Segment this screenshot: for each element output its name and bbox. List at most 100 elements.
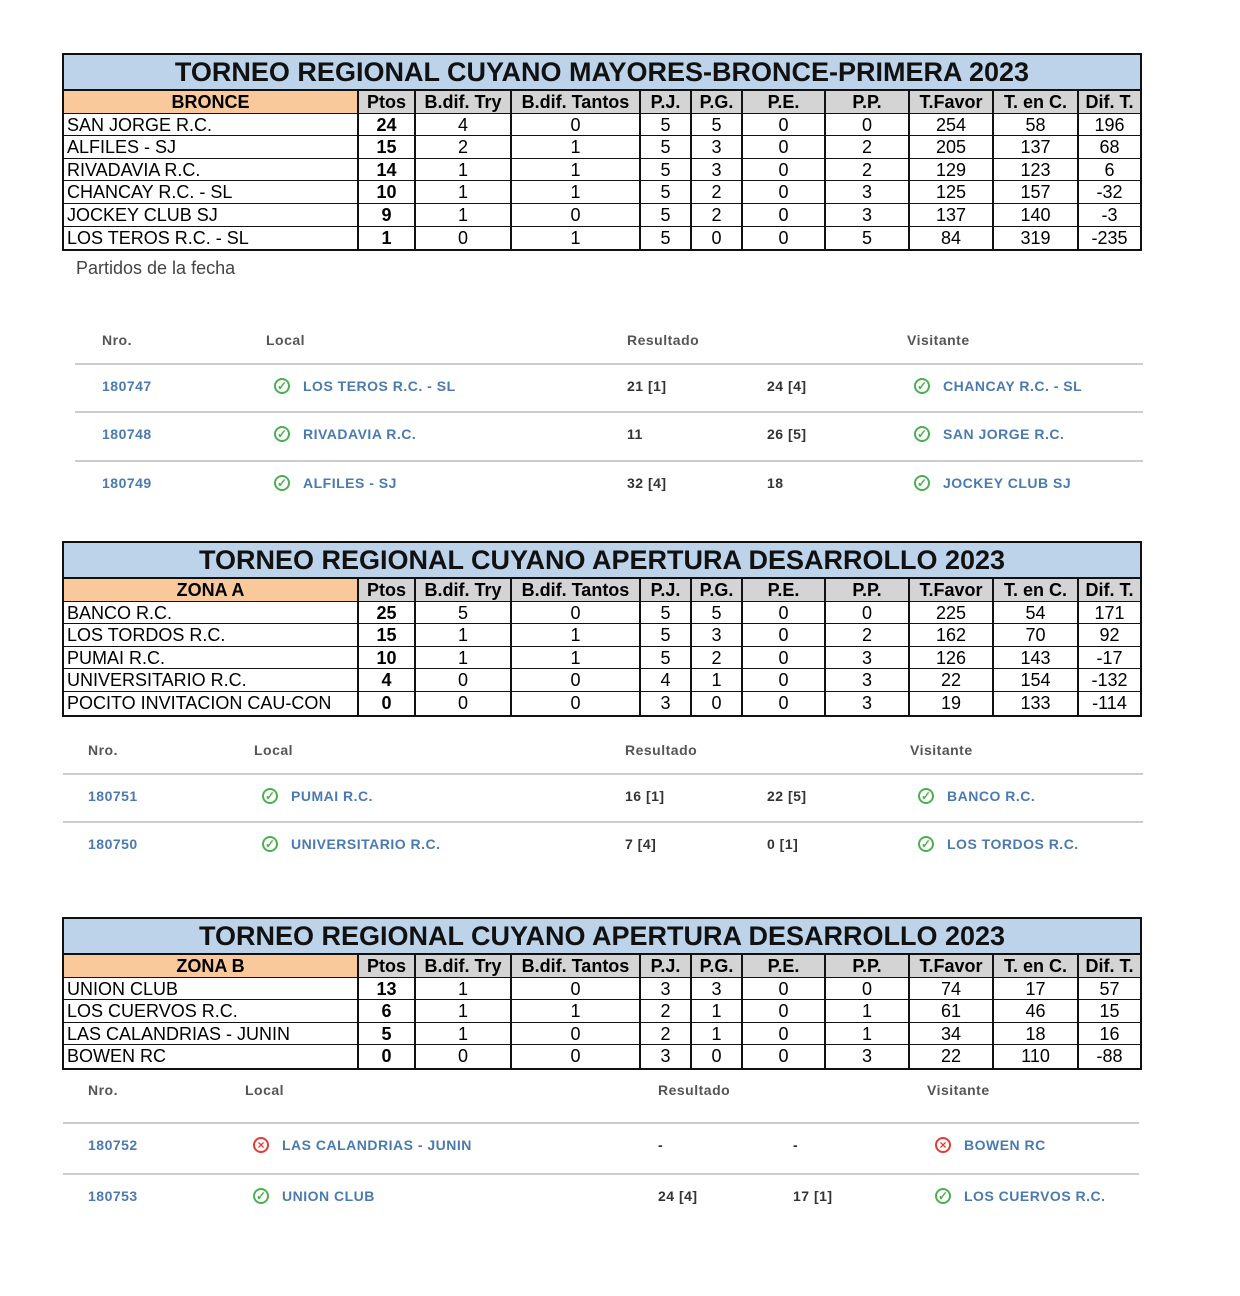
table-title: TORNEO REGIONAL CUYANO APERTURA DESARROL… <box>64 919 1140 955</box>
match-number-link[interactable]: 180747 <box>102 378 152 394</box>
stat-cell: 2 <box>826 136 910 158</box>
divider <box>63 821 1143 823</box>
stat-cell: 5 <box>641 113 692 136</box>
match-number-link[interactable]: 180753 <box>88 1188 138 1204</box>
stat-cell: 13 <box>359 977 416 1000</box>
stat-cell: 0 <box>743 691 826 715</box>
match-number-link[interactable]: 180749 <box>102 475 152 491</box>
team-name: BANCO R.C. <box>64 601 359 624</box>
check-circle-icon: ✓ <box>918 788 934 804</box>
stat-cell: 3 <box>692 136 743 158</box>
table-row: POCITO INVITACION CAU-CON 0 0 0 3 0 0 3 19 133 -11… <box>64 691 1140 715</box>
stat-cell: 5 <box>641 158 692 181</box>
stat-cell: 16 <box>1099 1023 1120 1044</box>
stat-cell: 0 <box>512 601 641 624</box>
match-number-link[interactable]: 180752 <box>88 1137 138 1153</box>
stat-cell: 154 <box>994 669 1079 691</box>
local-team-link[interactable]: RIVADAVIA R.C. <box>303 426 417 442</box>
stat-cell: 92 <box>1099 625 1120 646</box>
visitor-team-link[interactable]: LOS CUERVOS R.C. <box>964 1188 1106 1204</box>
stat-cell: 125 <box>910 181 994 203</box>
stat-cell: 0 <box>512 691 641 715</box>
check-circle-icon: ✓ <box>914 475 930 491</box>
visitor-team-link[interactable]: CHANCAY R.C. - SL <box>943 378 1083 394</box>
stat-cell: 0 <box>359 1045 416 1068</box>
stat-cell: 133 <box>994 691 1079 715</box>
stat-cell: 0 <box>743 646 826 669</box>
stat-cell: 1 <box>416 1022 512 1045</box>
stat-cell: 3 <box>826 646 910 669</box>
check-circle-icon: ✓ <box>935 1188 951 1204</box>
stat-cell: 0 <box>743 601 826 624</box>
stat-cell: 19 <box>910 691 994 715</box>
stat-cell: 1 <box>512 646 641 669</box>
stat-cell: 2 <box>416 136 512 158</box>
stat-cell: -132 <box>1091 670 1128 691</box>
match-number-link[interactable]: 180750 <box>88 836 138 852</box>
visitor-team-link[interactable]: LOS TORDOS R.C. <box>947 836 1079 852</box>
local-team-link[interactable]: UNIVERSITARIO R.C. <box>291 836 441 852</box>
col-visitor-header: Visitante <box>927 1082 990 1098</box>
group-label: ZONA B <box>64 955 359 977</box>
col-nro-header: Nro. <box>102 332 132 348</box>
local-team-link[interactable]: LOS TEROS R.C. - SL <box>303 378 456 394</box>
column-header: P.G. <box>692 91 743 113</box>
column-header: T.Favor <box>910 579 994 601</box>
stat-cell: 17 <box>994 977 1079 1000</box>
table-row: BANCO R.C. 25 5 0 5 5 0 0 225 54 171 <box>64 601 1140 625</box>
col-local-header: Local <box>254 742 294 758</box>
stat-cell: 0 <box>743 113 826 136</box>
column-header: T.Favor <box>910 955 994 977</box>
local-score: 11 <box>627 426 643 442</box>
visitor-team-link[interactable]: JOCKEY CLUB SJ <box>943 475 1072 491</box>
local-team-link[interactable]: LAS CALANDRIAS - JUNIN <box>282 1137 472 1153</box>
local-team-link[interactable]: ALFILES - SJ <box>303 475 397 491</box>
stat-cell: 3 <box>826 181 910 203</box>
local-score: 24 [4] <box>658 1188 698 1204</box>
col-result-header: Resultado <box>658 1082 731 1098</box>
stat-cell: 1 <box>512 158 641 181</box>
table-row: RIVADAVIA R.C. 14 1 1 5 3 0 2 129 123 6 <box>64 158 1140 182</box>
column-header: P.P. <box>826 91 910 113</box>
stat-cell: 137 <box>910 203 994 226</box>
divider <box>75 363 1143 365</box>
stat-cell: 5 <box>692 113 743 136</box>
team-name: RIVADAVIA R.C. <box>64 158 359 181</box>
visitor-team-link[interactable]: BANCO R.C. <box>947 788 1036 804</box>
stat-cell: 0 <box>743 1000 826 1022</box>
stat-cell: 0 <box>692 691 743 715</box>
stat-cell: 1 <box>512 136 641 158</box>
local-team-link[interactable]: UNION CLUB <box>282 1188 375 1204</box>
column-header: P.P. <box>826 955 910 977</box>
table-row: CHANCAY R.C. - SL 10 1 1 5 2 0 3 125 157 -32 <box>64 181 1140 204</box>
stat-cell: 4 <box>641 669 692 691</box>
stat-cell: 5 <box>359 1022 416 1045</box>
col-local-header: Local <box>245 1082 285 1098</box>
column-header: Dif. T. <box>1079 91 1140 113</box>
match-number-link[interactable]: 180748 <box>102 426 152 442</box>
standings-table: TORNEO REGIONAL CUYANO MAYORES-BRONCE-PR… <box>62 53 1142 252</box>
stat-cell: 9 <box>359 203 416 226</box>
local-team-link[interactable]: PUMAI R.C. <box>291 788 373 804</box>
column-header: Ptos <box>359 579 416 601</box>
local-score: 21 [1] <box>627 378 667 394</box>
visitor-team-link[interactable]: SAN JORGE R.C. <box>943 426 1065 442</box>
visitor-team-link[interactable]: BOWEN RC <box>964 1137 1046 1153</box>
standings-table: TORNEO REGIONAL CUYANO APERTURA DESARROL… <box>62 917 1142 1070</box>
stat-cell: -17 <box>1096 647 1123 668</box>
table-row: UNIVERSITARIO R.C. 4 0 0 4 1 0 3 22 154 -132 <box>64 669 1140 692</box>
visitor-score: 0 [1] <box>767 836 799 852</box>
table-row: LOS CUERVOS R.C. 6 1 1 2 1 0 1 61 46 15 <box>64 1000 1140 1023</box>
stat-cell: 0 <box>692 1045 743 1068</box>
table-row: BOWEN RC 0 0 0 3 0 0 3 22 110 -88 <box>64 1045 1140 1068</box>
stat-cell: 2 <box>692 203 743 226</box>
stat-cell: 22 <box>910 1045 994 1068</box>
column-header: T. en C. <box>994 91 1079 113</box>
stat-cell: 3 <box>692 624 743 646</box>
stat-cell: 140 <box>994 203 1079 226</box>
column-header: B.dif. Tantos <box>512 579 641 601</box>
match-number-link[interactable]: 180751 <box>88 788 138 804</box>
stat-cell: 68 <box>1099 137 1120 158</box>
team-name: LAS CALANDRIAS - JUNIN <box>64 1022 359 1045</box>
stat-cell: 1 <box>692 1000 743 1022</box>
